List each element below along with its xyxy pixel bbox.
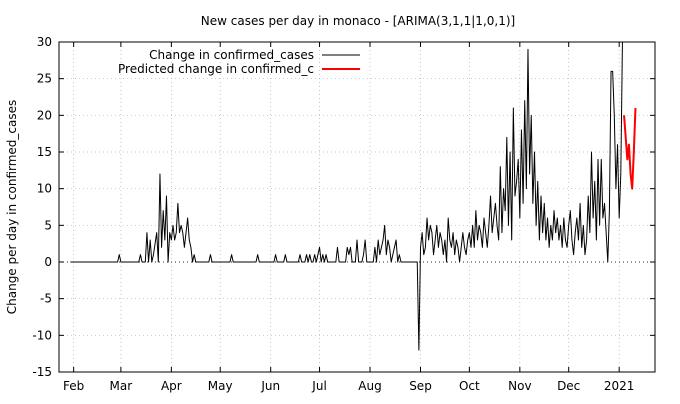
x-tick-label: Jun: [260, 379, 280, 393]
y-tick-label: 15: [37, 145, 52, 159]
grid: [59, 41, 655, 373]
y-tick-label: -15: [32, 365, 52, 379]
axes: -15 -10 -5 0 5 10 15 20 25 30 Feb Mar Apr May Jun Jul Au…: [32, 35, 656, 393]
y-tick-label: 20: [37, 108, 52, 122]
chart-title: New cases per day in monaco - [ARIMA(3,1…: [201, 14, 515, 28]
x-tick-label: Nov: [508, 379, 531, 393]
x-tick-label: Aug: [358, 379, 381, 393]
x-tick-label: Sep: [409, 379, 432, 393]
x-tick-label: Mar: [110, 379, 133, 393]
x-tick-label: Apr: [161, 379, 182, 393]
series-line-actual: [70, 42, 623, 351]
x-tick-label: Dec: [557, 379, 580, 393]
x-tick-label: Jul: [311, 379, 326, 393]
y-tick-label: 30: [37, 35, 52, 49]
x-tick-label: Oct: [459, 379, 480, 393]
y-tick-label: -10: [32, 328, 52, 342]
y-tick-label: 0: [44, 255, 52, 269]
legend-label: Predicted change in confirmed_c: [118, 62, 314, 76]
y-axis-label: Change per day in confirmed_cases: [5, 100, 19, 315]
x-tick-label: May: [208, 379, 233, 393]
x-tick-label: Feb: [63, 379, 84, 393]
y-tick-label: 5: [44, 218, 52, 232]
series-lines: [70, 42, 637, 351]
y-tick-label: 25: [37, 72, 52, 86]
x-tick-label: 2021: [604, 379, 635, 393]
plot-frame: [58, 41, 656, 373]
y-tick-label: -5: [40, 292, 52, 306]
y-tick-label: 10: [37, 182, 52, 196]
series-line-predicted: [623, 107, 637, 190]
legend-label: Change in confirmed_cases: [149, 48, 314, 62]
